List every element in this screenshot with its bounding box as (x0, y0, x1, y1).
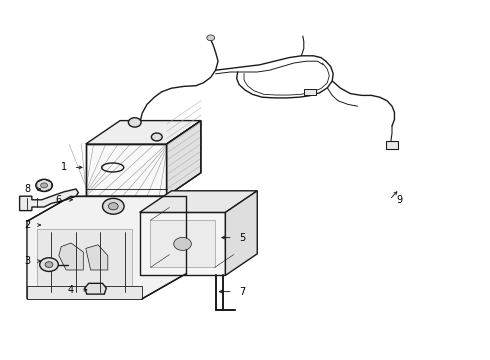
Circle shape (151, 133, 162, 141)
Circle shape (207, 35, 215, 41)
Circle shape (102, 198, 124, 214)
Circle shape (128, 118, 141, 127)
Polygon shape (20, 189, 78, 211)
Polygon shape (150, 220, 215, 267)
Polygon shape (140, 212, 225, 275)
Circle shape (36, 179, 52, 192)
Text: 4: 4 (68, 285, 74, 295)
Polygon shape (140, 191, 257, 212)
Text: 6: 6 (56, 195, 62, 205)
Text: 5: 5 (240, 233, 245, 243)
Circle shape (41, 183, 48, 188)
Polygon shape (167, 121, 201, 196)
FancyBboxPatch shape (304, 89, 316, 95)
Polygon shape (27, 196, 186, 299)
Polygon shape (86, 144, 167, 196)
Text: 2: 2 (24, 220, 30, 230)
Polygon shape (85, 283, 106, 294)
Text: 9: 9 (396, 195, 402, 205)
Polygon shape (59, 243, 83, 270)
Circle shape (108, 203, 118, 210)
Text: 3: 3 (24, 256, 30, 266)
Polygon shape (225, 191, 257, 275)
Circle shape (40, 258, 58, 271)
FancyBboxPatch shape (386, 141, 398, 149)
Circle shape (173, 237, 191, 251)
Polygon shape (37, 229, 132, 292)
Text: 8: 8 (24, 184, 30, 194)
Circle shape (45, 262, 53, 267)
Text: 1: 1 (61, 162, 67, 172)
Polygon shape (86, 121, 201, 144)
Polygon shape (86, 245, 108, 270)
Polygon shape (27, 286, 142, 299)
Text: 7: 7 (240, 287, 245, 297)
